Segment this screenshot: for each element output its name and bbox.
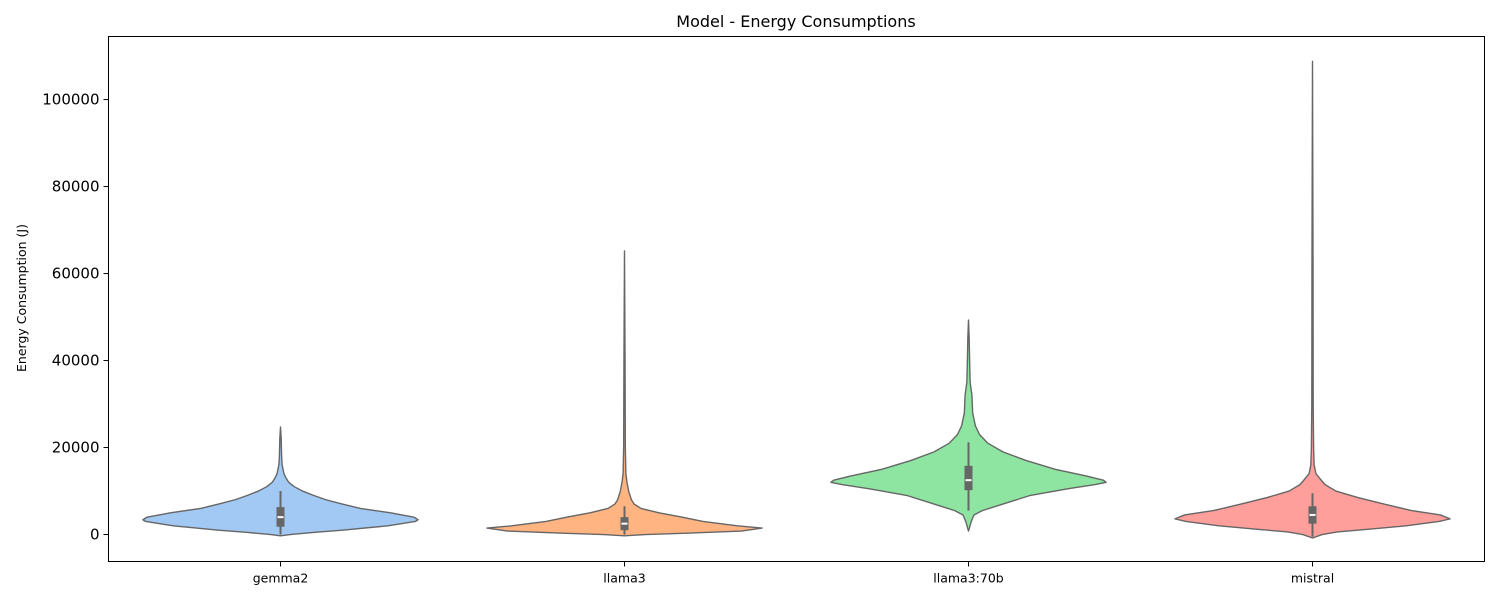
x-tick-label: llama3 bbox=[603, 571, 645, 586]
violin-body-gemma2 bbox=[142, 426, 419, 537]
y-tick-label: 60000 bbox=[52, 265, 100, 283]
violin-iqr-box bbox=[964, 465, 973, 491]
chart-title: Model - Energy Consumptions bbox=[676, 12, 915, 31]
y-axis-label: Energy Consumption (J) bbox=[14, 224, 29, 372]
y-tick-label: 100000 bbox=[42, 91, 99, 109]
x-tick-label: gemma2 bbox=[253, 571, 309, 586]
plot-frame bbox=[108, 36, 1485, 562]
y-tick-label: 80000 bbox=[52, 178, 100, 196]
y-tick-label: 40000 bbox=[52, 352, 100, 370]
plot-area: 0 20000 40000 60000 80000 100000 gemma2 llama3 l… bbox=[42, 60, 1451, 586]
x-tick-label: llama3:70b bbox=[933, 571, 1004, 586]
x-tick-label: mistral bbox=[1291, 571, 1334, 586]
violin-body-mistral bbox=[1174, 60, 1451, 539]
y-tick-label: 20000 bbox=[52, 439, 100, 457]
violin-body-llama3-70b bbox=[830, 319, 1107, 532]
y-tick-label: 0 bbox=[90, 526, 100, 544]
violin-body-llama3 bbox=[486, 250, 763, 537]
